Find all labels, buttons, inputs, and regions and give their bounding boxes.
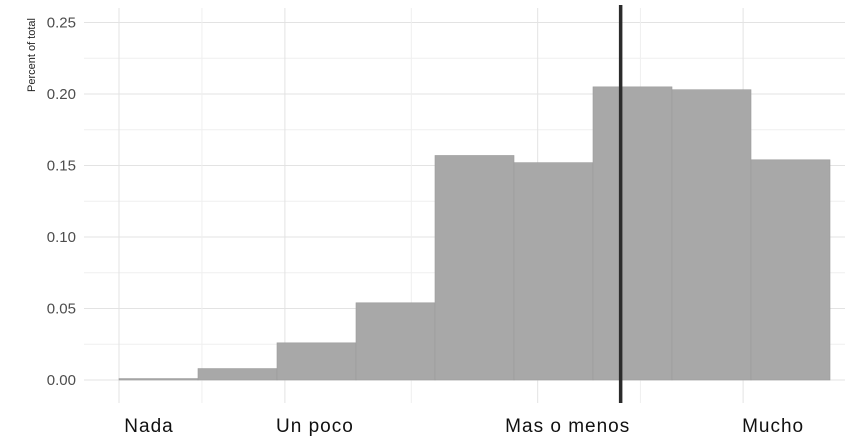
y-tick-label: 0.20 bbox=[47, 86, 76, 103]
x-axis-labels: Nada Un poco Mas o menos Mucho bbox=[124, 416, 804, 437]
y-tick-label: 0.05 bbox=[47, 301, 76, 318]
y-axis-ticks: 0.00 0.05 0.10 0.15 0.20 0.25 bbox=[47, 15, 76, 390]
x-tick-label: Mas o menos bbox=[505, 416, 630, 437]
histogram-bar bbox=[197, 368, 278, 381]
y-tick-label: 0.15 bbox=[47, 158, 76, 175]
y-tick-label: 0.25 bbox=[47, 15, 76, 32]
y-tick-label: 0.10 bbox=[47, 229, 76, 246]
x-tick-label: Nada bbox=[124, 416, 173, 437]
x-tick-label: Un poco bbox=[276, 416, 354, 437]
histogram-bar bbox=[355, 302, 436, 381]
histogram-bar bbox=[434, 155, 515, 381]
histogram-bars bbox=[118, 86, 831, 381]
histogram-bar bbox=[750, 159, 831, 381]
histogram-bar bbox=[592, 86, 673, 381]
histogram-bar bbox=[513, 162, 594, 381]
histogram-bar bbox=[276, 342, 357, 381]
y-axis-title: Percent of total bbox=[26, 18, 38, 92]
x-tick-label: Mucho bbox=[742, 416, 804, 437]
histogram-bar bbox=[671, 89, 752, 381]
y-tick-label: 0.00 bbox=[47, 372, 76, 389]
histogram-bar bbox=[118, 378, 199, 381]
